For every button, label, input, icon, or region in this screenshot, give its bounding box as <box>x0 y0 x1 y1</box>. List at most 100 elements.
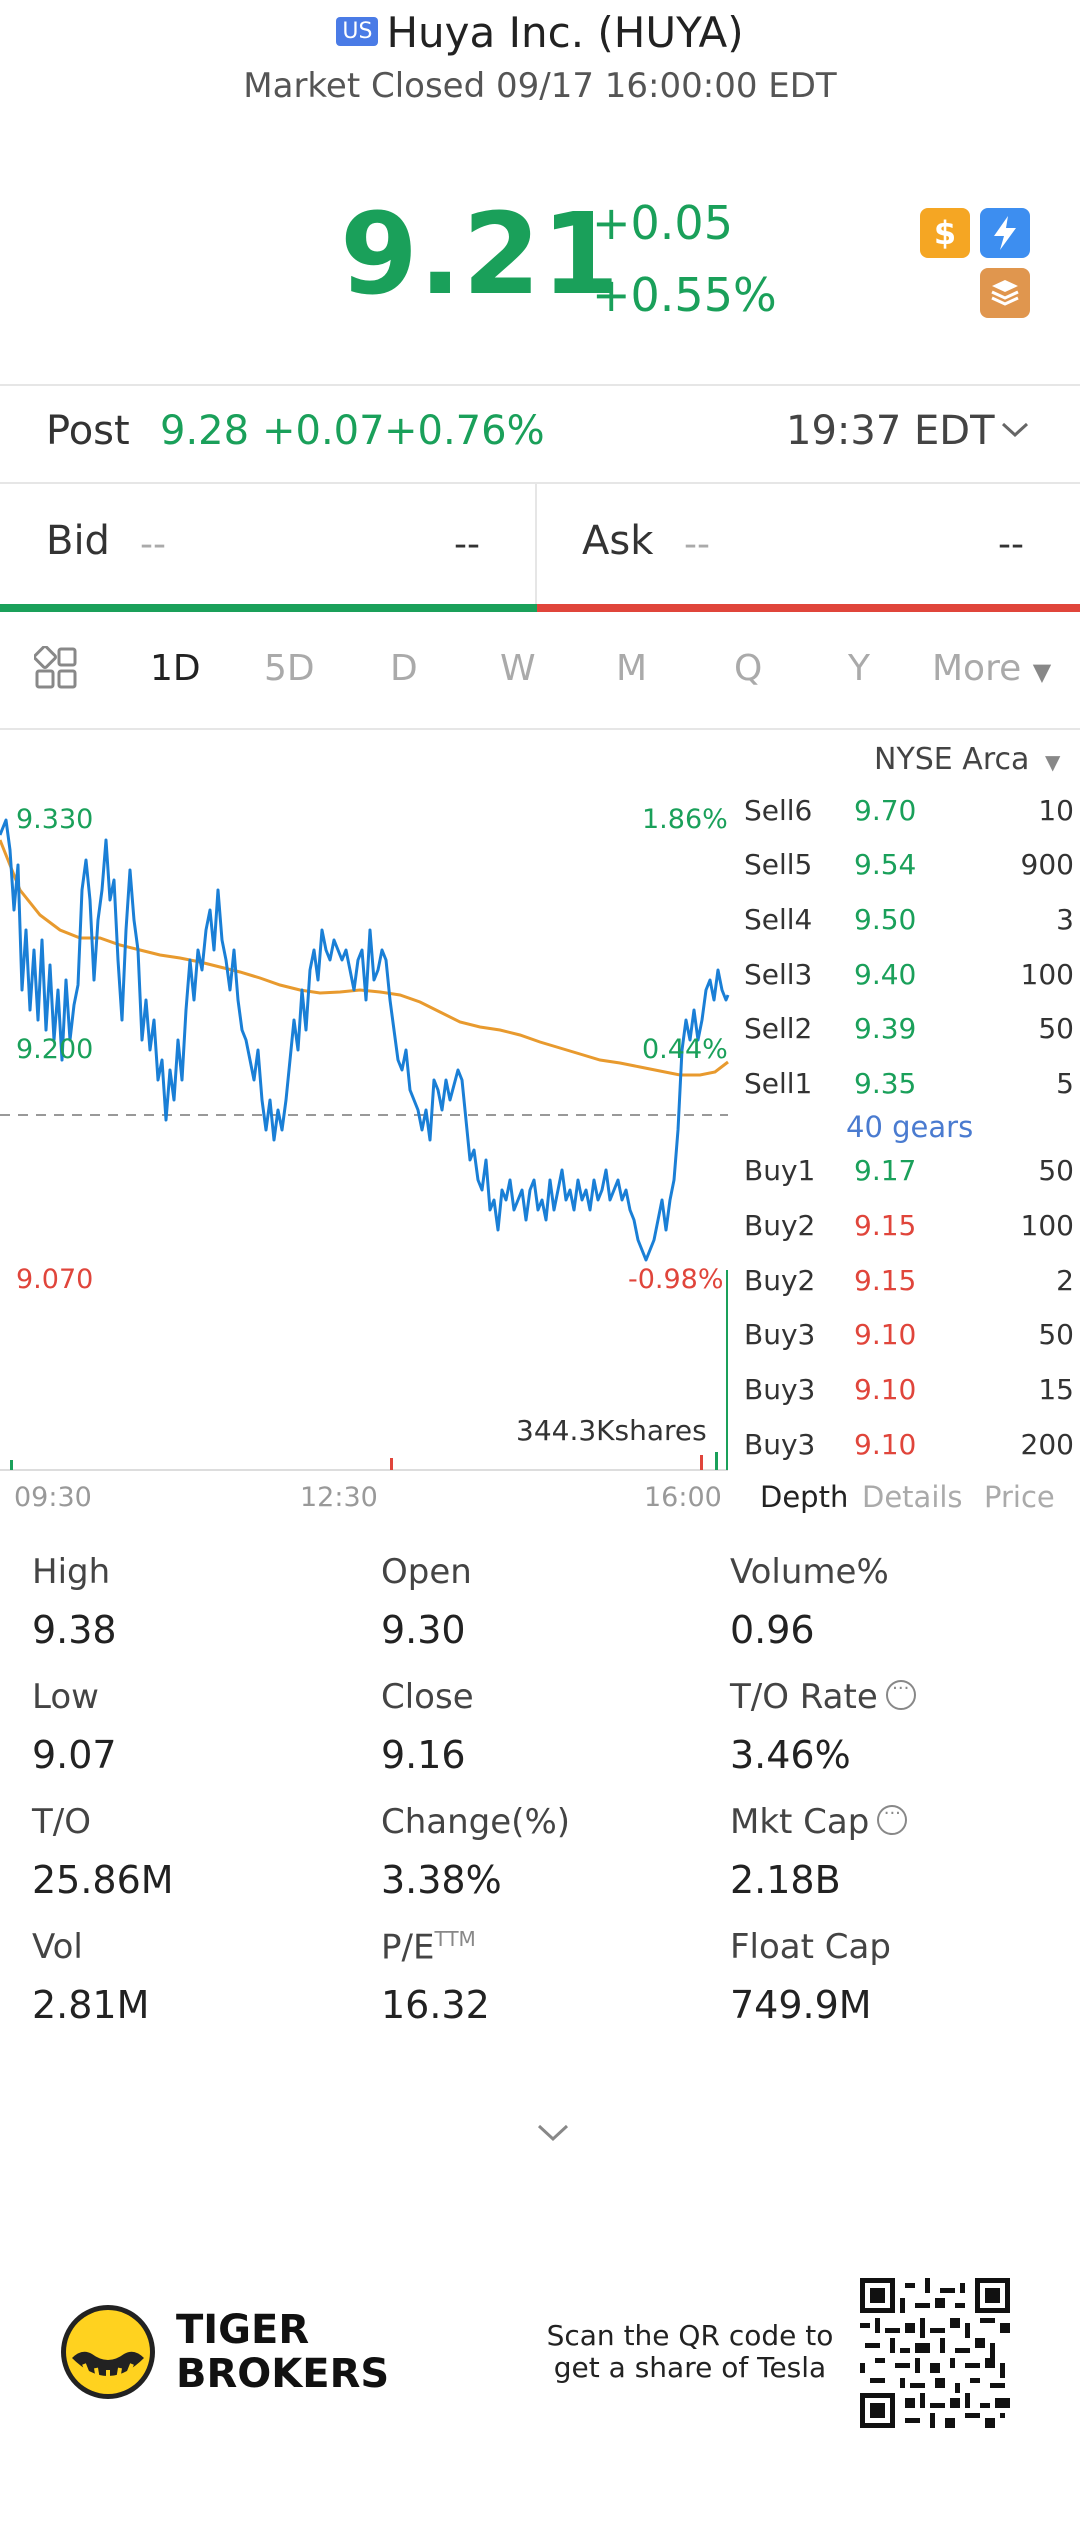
chart-low-label: 9.070 <box>16 1264 94 1295</box>
stat-value: 2.18B <box>730 1858 841 1902</box>
tab-more[interactable]: More ▼ <box>932 648 1051 689</box>
market-badge: US <box>336 17 379 46</box>
price-change-pct: +0.55% <box>592 268 777 322</box>
tab-5d[interactable]: 5D <box>264 648 315 689</box>
ob-price: 9.15 <box>854 1264 917 1297</box>
ob-price: 9.15 <box>854 1209 917 1242</box>
stat-label: Change(%) <box>381 1802 571 1842</box>
ob-qty: 50 <box>1038 1318 1074 1351</box>
volume-bar <box>715 1452 718 1470</box>
stat-value: 9.30 <box>381 1608 466 1652</box>
promo-line2: get a share of Tesla <box>553 2351 827 2384</box>
tiger-logo-icon <box>58 2302 158 2406</box>
order-book-row: Sell6 9.70 10 <box>744 794 1074 848</box>
tab-q[interactable]: Q <box>734 648 763 689</box>
stat-label: Close <box>381 1677 474 1717</box>
ob-price: 9.40 <box>854 958 917 991</box>
post-change: +0.07 <box>262 408 385 454</box>
dollar-icon[interactable]: $ <box>920 208 970 258</box>
exchange-label: NYSE Arca <box>874 742 1030 777</box>
exchange-selector[interactable]: NYSE Arca ▼ <box>874 742 1060 777</box>
ob-qty: 100 <box>1020 958 1074 991</box>
tab-price[interactable]: Price <box>984 1480 1055 1514</box>
order-book-row: Sell4 9.50 3 <box>744 903 1074 957</box>
stat-value: 749.9M <box>730 1983 872 2027</box>
bid-label: Bid <box>46 518 110 564</box>
divider <box>0 384 1080 386</box>
ob-label: Sell5 <box>744 848 813 881</box>
chevron-down-icon[interactable] <box>1000 420 1030 444</box>
stat-value: 3.38% <box>381 1858 502 1902</box>
grid-icon[interactable] <box>33 645 78 694</box>
tab-y[interactable]: Y <box>848 648 870 689</box>
stat-label: Volume% <box>730 1552 889 1592</box>
divider <box>0 728 1080 730</box>
last-price: 9.21 <box>340 190 621 320</box>
ob-qty: 900 <box>1020 848 1074 881</box>
stat-label: T/O <box>32 1802 91 1842</box>
more-dots-icon[interactable]: ··· <box>885 1679 916 1710</box>
caret-down-icon: ▼ <box>1032 658 1052 686</box>
ob-label: Buy3 <box>744 1318 816 1351</box>
order-book-row: Buy2 9.15 100 <box>744 1209 1074 1263</box>
chart-mid-pct-label: 0.44% <box>642 1034 728 1065</box>
ob-price: 9.35 <box>854 1067 917 1100</box>
chart-high-pct-label: 1.86% <box>642 804 728 835</box>
brand-line1: TIGER <box>176 2307 310 2353</box>
order-book-row: Buy3 9.10 50 <box>744 1318 1074 1372</box>
stat-label: P/E <box>381 1927 435 1968</box>
ob-label: Sell6 <box>744 794 813 827</box>
intraday-chart[interactable] <box>0 780 740 1480</box>
ob-price: 9.10 <box>854 1318 917 1351</box>
pe-superscript: TTM <box>434 1927 476 1951</box>
stat-value: 25.86M <box>32 1858 174 1902</box>
tab-d[interactable]: D <box>390 648 418 689</box>
stat-label: Open <box>381 1552 472 1592</box>
ob-price: 9.17 <box>854 1154 917 1187</box>
chart-time-start: 09:30 <box>14 1482 92 1513</box>
more-dots-icon[interactable]: ··· <box>877 1804 908 1835</box>
tab-depth[interactable]: Depth <box>760 1480 849 1514</box>
tab-w[interactable]: W <box>500 648 536 689</box>
lightning-icon[interactable] <box>980 208 1030 258</box>
ask-strength-bar <box>537 604 1080 612</box>
post-change-pct: +0.76% <box>384 408 545 454</box>
stat-mkt-cap[interactable]: Mkt Cap ··· <box>730 1802 908 1842</box>
ob-price: 9.10 <box>854 1428 917 1461</box>
tab-1d[interactable]: 1D <box>150 648 201 689</box>
post-label: Post <box>46 408 130 454</box>
tab-m[interactable]: M <box>616 648 648 689</box>
post-time: 19:37 EDT <box>786 408 995 454</box>
chart-mid-label: 9.200 <box>16 1034 94 1065</box>
volume-bar <box>700 1455 703 1470</box>
chart-low-pct-label: -0.98% <box>628 1264 724 1295</box>
promo-line1: Scan the QR code to <box>546 2319 834 2352</box>
ob-qty: 100 <box>1020 1209 1074 1242</box>
ob-qty: 200 <box>1020 1428 1074 1461</box>
tab-details[interactable]: Details <box>862 1480 963 1514</box>
qr-code-icon[interactable] <box>860 2278 1010 2428</box>
post-price: 9.28 <box>160 408 250 454</box>
stock-name: Huya Inc. (HUYA) <box>386 8 744 57</box>
order-book-gears[interactable]: 40 gears <box>846 1110 974 1144</box>
stat-value: 9.38 <box>32 1608 117 1652</box>
ob-price: 9.70 <box>854 794 917 827</box>
ob-qty: 10 <box>1038 794 1074 827</box>
stat-label: Mkt Cap <box>730 1802 870 1842</box>
stat-value: 9.16 <box>381 1733 466 1777</box>
layers-icon[interactable] <box>980 268 1030 318</box>
stat-to-rate[interactable]: T/O Rate ··· <box>730 1677 916 1717</box>
stat-label: High <box>32 1552 111 1592</box>
divider <box>0 482 1080 484</box>
ob-price: 9.10 <box>854 1373 917 1406</box>
ob-label: Buy1 <box>744 1154 816 1187</box>
ob-qty: 50 <box>1038 1012 1074 1045</box>
expand-chevron-icon[interactable] <box>536 2122 570 2148</box>
stat-label: Low <box>32 1677 99 1717</box>
ask-price: -- <box>684 524 710 565</box>
bid-ask-divider <box>535 484 537 604</box>
ob-price: 9.39 <box>854 1012 917 1045</box>
chart-time-mid: 12:30 <box>300 1482 378 1513</box>
stat-label: Vol <box>32 1927 83 1967</box>
ob-label: Buy2 <box>744 1264 816 1297</box>
